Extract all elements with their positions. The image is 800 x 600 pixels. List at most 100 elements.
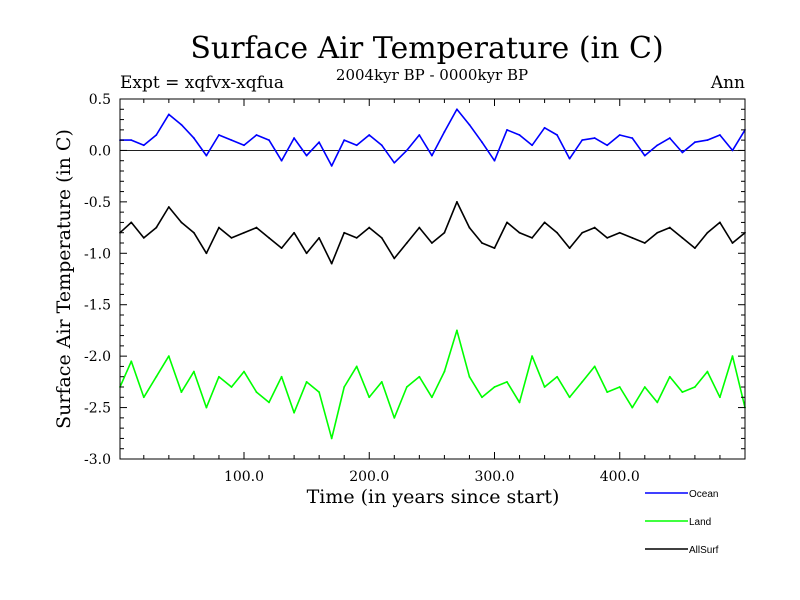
- data-point-ocean: [731, 149, 734, 152]
- data-point-allsurf: [230, 236, 233, 239]
- data-point-ocean: [668, 137, 671, 139]
- data-point-land: [430, 396, 433, 399]
- data-point-allsurf: [205, 252, 208, 255]
- data-point-allsurf: [593, 226, 596, 229]
- data-point-ocean: [556, 134, 559, 136]
- data-point-ocean: [205, 154, 208, 157]
- data-point-allsurf: [142, 236, 145, 239]
- legend-label-allsurf: AllSurf: [689, 545, 719, 556]
- data-point-land: [693, 386, 696, 388]
- data-point-ocean: [606, 144, 609, 147]
- data-point-land: [593, 365, 596, 368]
- data-point-allsurf: [568, 247, 571, 250]
- data-point-land: [556, 375, 559, 378]
- x-axis-label: Time (in years since start): [307, 486, 560, 508]
- data-point-allsurf: [355, 236, 358, 239]
- data-point-land: [656, 401, 659, 404]
- y-tick-label: -3.0: [84, 452, 111, 468]
- data-point-land: [180, 391, 183, 394]
- data-point-land: [393, 416, 396, 419]
- data-point-ocean: [230, 139, 233, 142]
- data-point-allsurf: [393, 257, 396, 260]
- data-point-land: [668, 375, 671, 378]
- x-tick-label: 400.0: [600, 469, 640, 485]
- legend-label-land: Land: [689, 517, 711, 528]
- data-point-ocean: [506, 128, 508, 131]
- data-point-allsurf: [668, 226, 671, 229]
- data-point-allsurf: [318, 236, 321, 239]
- data-point-ocean: [343, 139, 346, 142]
- data-point-allsurf: [681, 236, 684, 239]
- season-label: Ann: [710, 73, 745, 93]
- data-point-allsurf: [343, 231, 346, 234]
- data-point-ocean: [380, 144, 383, 147]
- data-point-allsurf: [443, 231, 446, 234]
- data-point-land: [518, 401, 521, 404]
- data-point-ocean: [493, 159, 496, 162]
- x-tick-label: 200.0: [349, 469, 389, 485]
- data-point-allsurf: [693, 247, 696, 250]
- data-point-allsurf: [293, 231, 295, 234]
- data-point-land: [456, 329, 458, 332]
- y-tick-label: -1.5: [84, 298, 111, 314]
- data-point-ocean: [155, 134, 158, 136]
- data-point-ocean: [330, 164, 333, 167]
- data-point-allsurf: [656, 231, 659, 234]
- data-point-allsurf: [706, 231, 709, 234]
- data-point-allsurf: [368, 226, 371, 229]
- y-tick-label: 0.0: [89, 143, 111, 159]
- data-point-allsurf: [643, 242, 646, 244]
- y-tick-label: -0.5: [84, 195, 111, 211]
- data-point-allsurf: [130, 221, 133, 224]
- data-point-allsurf: [430, 242, 433, 244]
- data-point-ocean: [430, 154, 433, 157]
- data-point-ocean: [418, 134, 421, 136]
- y-tick-label: -2.5: [84, 401, 111, 417]
- data-point-land: [192, 370, 195, 373]
- plot-frame: [119, 98, 746, 460]
- data-point-allsurf: [255, 226, 258, 229]
- data-point-land: [493, 386, 496, 388]
- y-tick-label: -2.0: [84, 349, 111, 365]
- data-point-allsurf: [418, 226, 421, 229]
- data-point-allsurf: [631, 236, 634, 239]
- data-point-land: [468, 375, 471, 378]
- data-point-allsurf: [606, 236, 609, 239]
- data-point-land: [268, 401, 270, 404]
- data-point-land: [418, 375, 421, 378]
- data-point-ocean: [543, 126, 546, 129]
- data-point-land: [568, 396, 571, 399]
- series-line-ocean: [120, 108, 746, 167]
- data-point-land: [618, 386, 621, 388]
- legend-label-ocean: Ocean: [689, 489, 718, 500]
- data-point-allsurf: [305, 252, 308, 255]
- data-point-ocean: [305, 154, 308, 157]
- chart-title: Surface Air Temperature (in C): [190, 31, 663, 66]
- data-point-ocean: [706, 139, 709, 142]
- data-point-ocean: [318, 141, 321, 144]
- data-point-ocean: [368, 134, 371, 136]
- data-point-allsurf: [180, 221, 183, 224]
- data-point-allsurf: [481, 242, 483, 244]
- data-point-ocean: [581, 139, 584, 142]
- data-point-land: [330, 437, 333, 440]
- data-point-allsurf: [192, 231, 195, 234]
- data-point-allsurf: [155, 226, 158, 229]
- data-point-allsurf: [719, 221, 721, 224]
- expt-label: Expt = xqfvx-xqfua: [120, 73, 284, 93]
- data-point-ocean: [456, 108, 458, 111]
- data-point-land: [293, 411, 295, 414]
- data-point-land: [230, 386, 233, 388]
- data-point-allsurf: [518, 231, 521, 234]
- x-tick-label: 100.0: [224, 469, 264, 485]
- data-point-land: [243, 370, 245, 373]
- data-point-ocean: [656, 144, 659, 147]
- data-point-land: [606, 391, 609, 394]
- data-point-ocean: [130, 139, 133, 142]
- data-point-ocean: [255, 134, 258, 136]
- data-point-allsurf: [531, 236, 533, 239]
- data-point-allsurf: [731, 242, 734, 244]
- x-tick-label: 300.0: [474, 469, 514, 485]
- data-point-ocean: [481, 141, 483, 144]
- data-point-land: [506, 380, 508, 383]
